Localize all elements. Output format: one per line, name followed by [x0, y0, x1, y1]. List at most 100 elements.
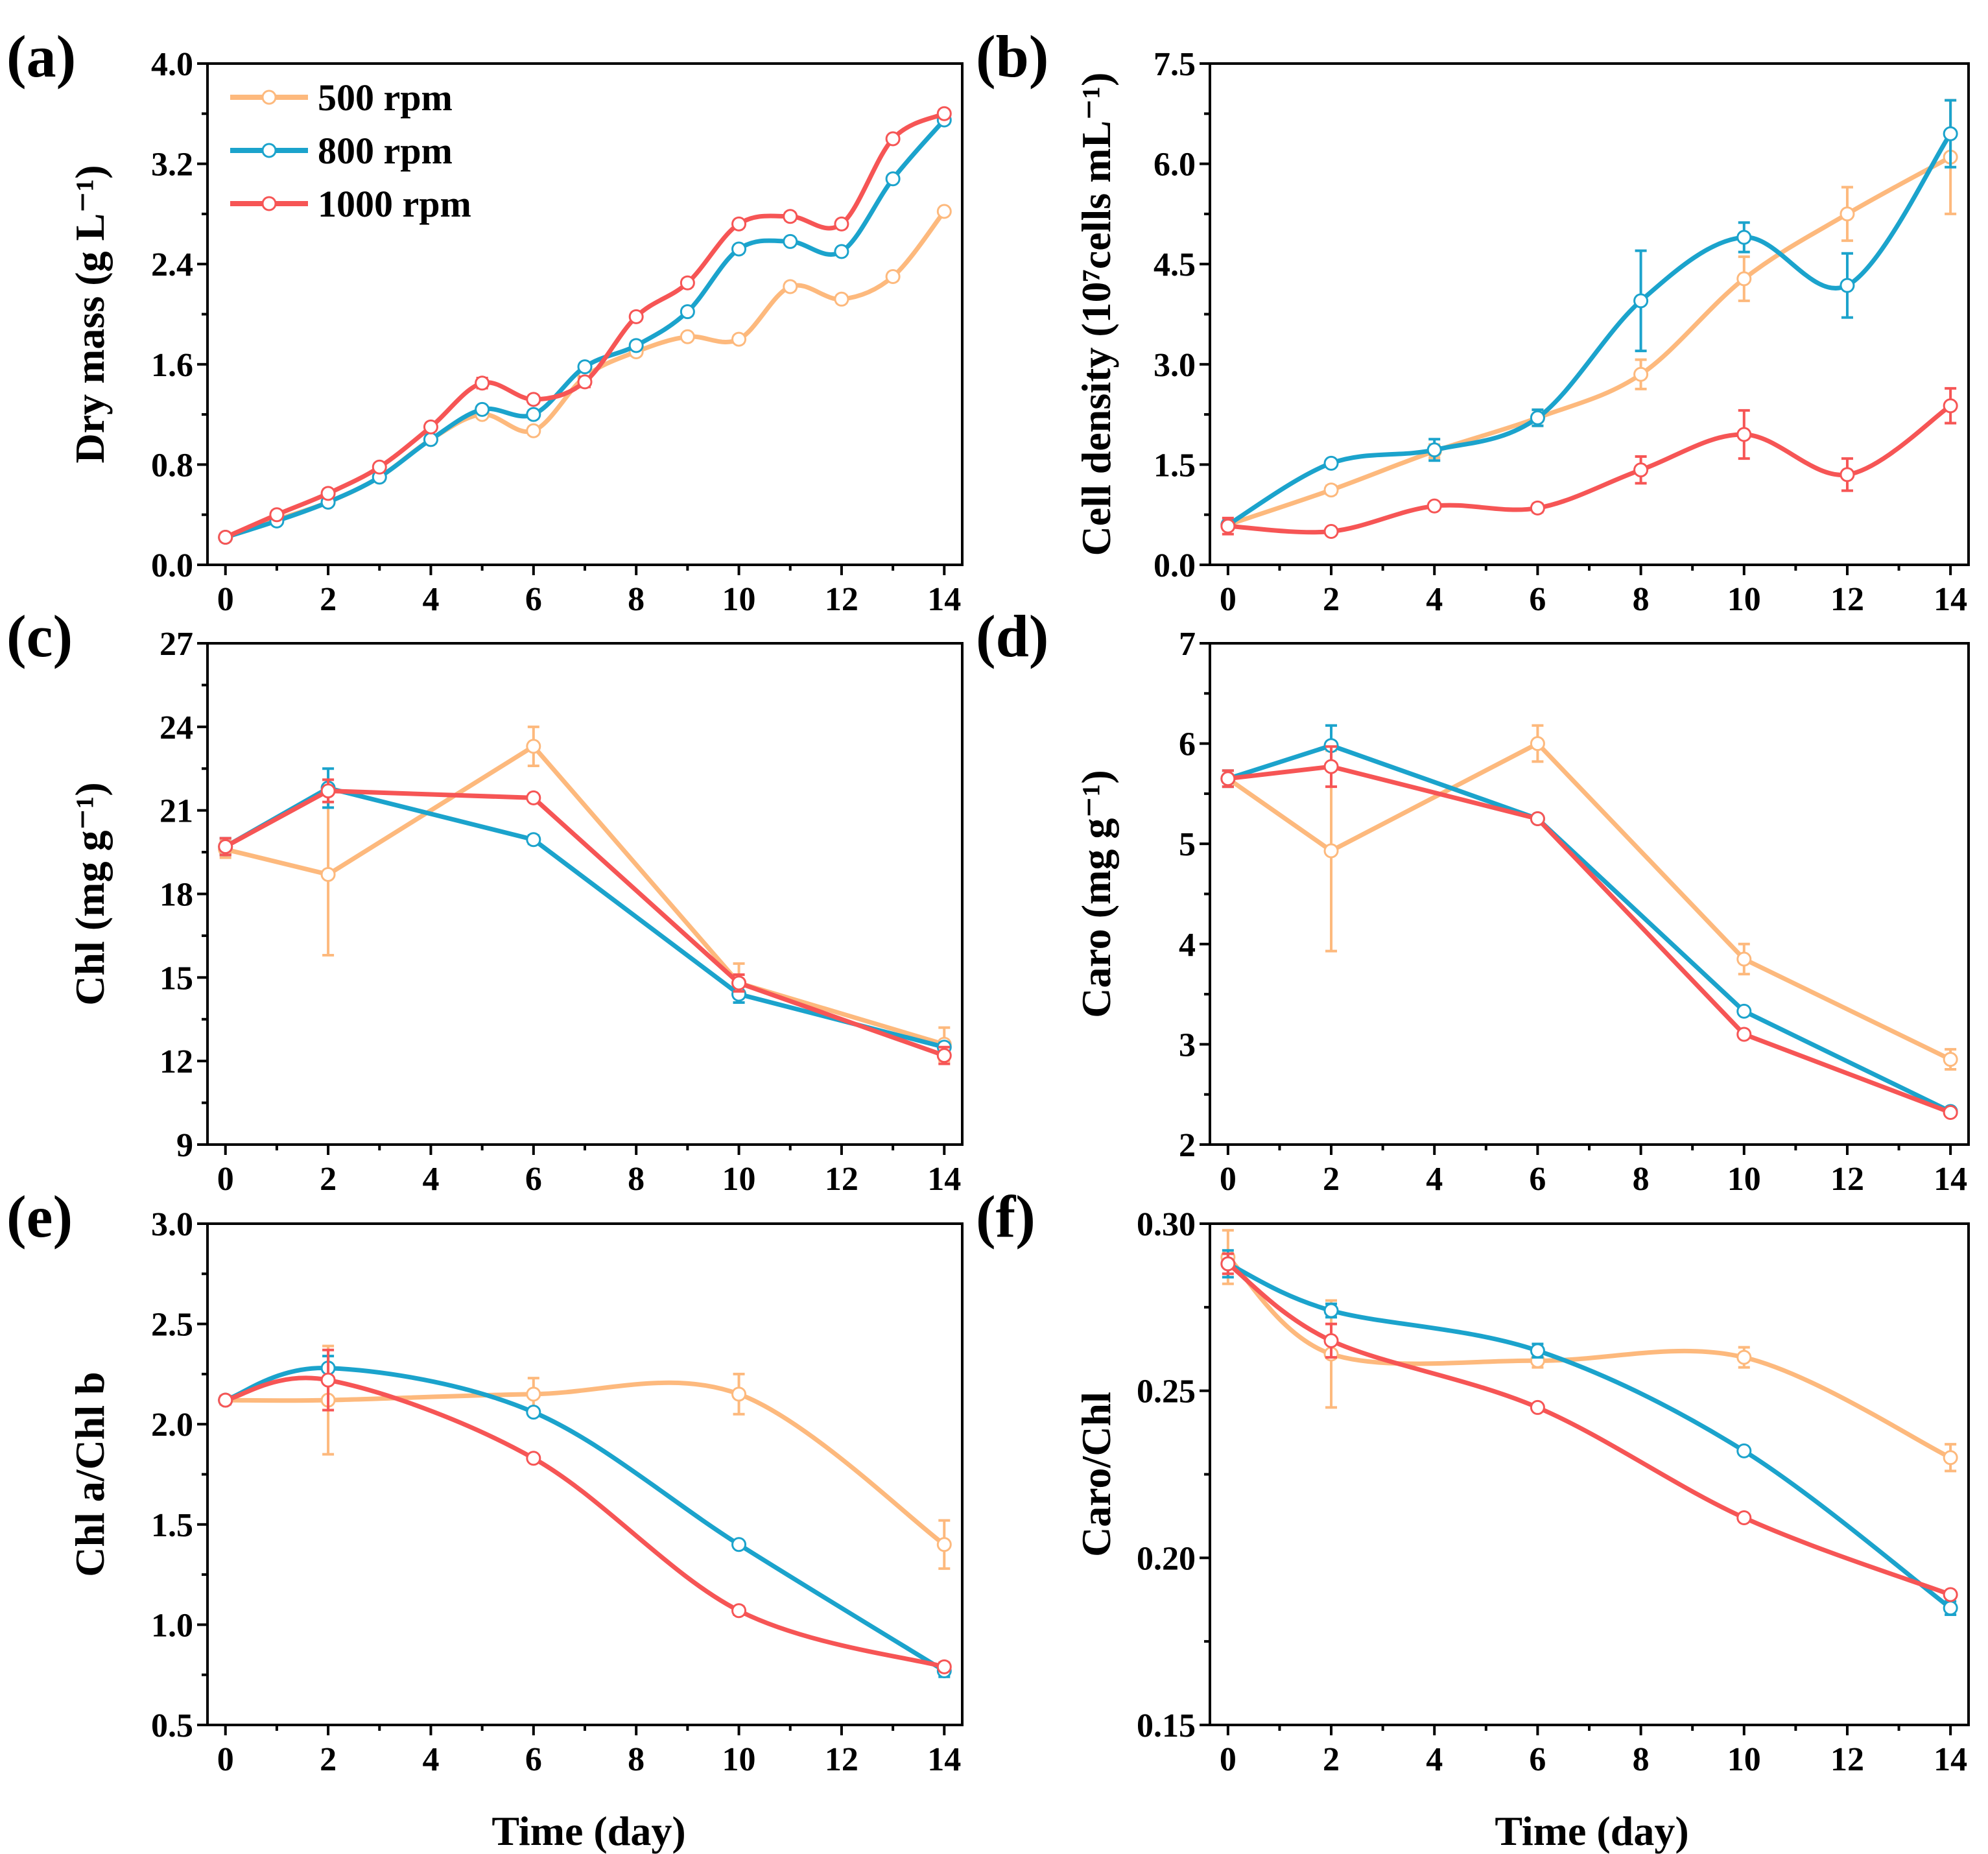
series-1000-rpm	[218, 106, 952, 545]
x-tick-label: 10	[722, 581, 756, 618]
data-point	[1323, 843, 1339, 859]
x-tick-label: 4	[1426, 1161, 1443, 1198]
y-tick-label: 1.6	[151, 347, 193, 384]
data-point	[1220, 771, 1236, 787]
data-point	[1220, 1256, 1236, 1272]
data-point	[1736, 1027, 1752, 1042]
data-point	[1530, 736, 1545, 752]
series-1000-rpm	[218, 1348, 952, 1674]
x-tick-label: 6	[525, 1161, 542, 1198]
x-tick-label: 2	[1323, 1161, 1340, 1198]
y-tick-label: 3.0	[151, 1206, 193, 1243]
data-point	[885, 171, 901, 187]
data-point	[475, 401, 490, 417]
data-point	[1323, 455, 1339, 471]
data-point	[834, 216, 849, 232]
y-tick-label: 0.8	[151, 447, 193, 484]
data-point	[1736, 1443, 1752, 1458]
x-tick-label: 6	[525, 1741, 542, 1778]
x-tick-label: 14	[927, 1741, 961, 1778]
panel-label: (e)	[6, 1183, 73, 1250]
data-point	[628, 338, 644, 353]
data-point	[577, 374, 593, 390]
series-line	[1227, 155, 1952, 527]
plot-frame	[206, 642, 964, 1146]
data-point	[526, 423, 541, 438]
y-tick-label: 0.0	[151, 547, 193, 584]
data-point	[526, 407, 541, 422]
x-tick-label: 2	[320, 1161, 337, 1198]
x-tick-label: 0	[217, 1161, 234, 1198]
data-point	[834, 291, 849, 307]
x-tick-label: 14	[1934, 581, 1967, 618]
data-point	[526, 739, 541, 754]
y-tick-label: 2	[1179, 1127, 1196, 1164]
series-800-rpm	[218, 112, 952, 545]
data-point	[1943, 1587, 1958, 1602]
data-point	[783, 279, 798, 294]
data-point	[885, 131, 901, 147]
legend-label: 800 rpm	[318, 130, 453, 172]
series-line	[1226, 1255, 1952, 1460]
panel-f: 0 2 4 6 8 10 12 14 0.15 0.20 0.25 0.30 Caro/Chl (f)	[976, 1183, 1970, 1778]
y-tick-label: 27	[160, 626, 193, 663]
x-tick-label: 2	[320, 581, 337, 618]
data-point	[475, 375, 490, 391]
data-point	[1840, 278, 1855, 293]
data-point	[628, 309, 644, 324]
y-tick-label: 6	[1179, 726, 1196, 763]
data-point	[526, 1451, 541, 1466]
x-tick-label: 2	[320, 1741, 337, 1778]
data-point	[1943, 1600, 1958, 1616]
y-tick-label: 12	[160, 1043, 193, 1080]
panel-label: (a)	[6, 23, 76, 89]
data-point	[731, 975, 747, 991]
series-line	[1226, 741, 1952, 1062]
data-point	[885, 269, 901, 285]
data-point	[1943, 1105, 1958, 1121]
data-point	[1736, 951, 1752, 967]
series-line	[224, 112, 945, 540]
data-point	[1323, 759, 1339, 774]
series-line	[224, 789, 945, 1058]
x-tick-label: 4	[422, 581, 439, 618]
data-point	[1736, 271, 1752, 287]
data-point	[269, 507, 285, 523]
data-point	[1736, 1349, 1752, 1365]
data-point	[680, 329, 695, 344]
x-tick-label: 0	[1220, 1741, 1237, 1778]
y-axis-label: Cell density (10⁷cells mL⁻¹)	[1073, 73, 1119, 556]
x-tick-label: 2	[1323, 581, 1340, 618]
data-point	[1736, 1510, 1752, 1525]
y-tick-label: 21	[160, 793, 193, 830]
data-point	[1530, 811, 1545, 827]
y-tick-label: 2.0	[151, 1407, 193, 1444]
data-point	[731, 1603, 747, 1619]
y-tick-label: 0.25	[1137, 1373, 1196, 1410]
data-point	[1323, 1303, 1339, 1318]
x-tick-label: 12	[825, 1161, 858, 1198]
y-tick-label: 7	[1179, 626, 1196, 663]
data-point	[936, 1537, 952, 1552]
x-tick-label: 10	[1727, 581, 1761, 618]
y-tick-label: 1.5	[151, 1507, 193, 1544]
data-point	[218, 1392, 233, 1408]
x-tick-label: 0	[217, 1741, 234, 1778]
plot-frame	[1209, 1222, 1970, 1726]
y-tick-label: 0.15	[1137, 1707, 1196, 1744]
data-point	[1736, 230, 1752, 245]
legend-item: 1000 rpm	[230, 183, 471, 225]
x-tick-label: 0	[217, 581, 234, 618]
y-tick-label: 3.0	[1154, 347, 1196, 384]
data-point	[1426, 442, 1442, 458]
x-tick-label: 4	[1426, 1741, 1443, 1778]
x-tick-label: 4	[1426, 581, 1443, 618]
data-point	[1943, 1052, 1958, 1067]
data-point	[680, 275, 695, 291]
x-tick-label: 4	[422, 1161, 439, 1198]
x-tick-label: 14	[1934, 1741, 1967, 1778]
y-axis-label: Caro/Chl	[1073, 1392, 1119, 1557]
data-point	[731, 331, 747, 347]
y-tick-label: 0.30	[1137, 1206, 1196, 1243]
